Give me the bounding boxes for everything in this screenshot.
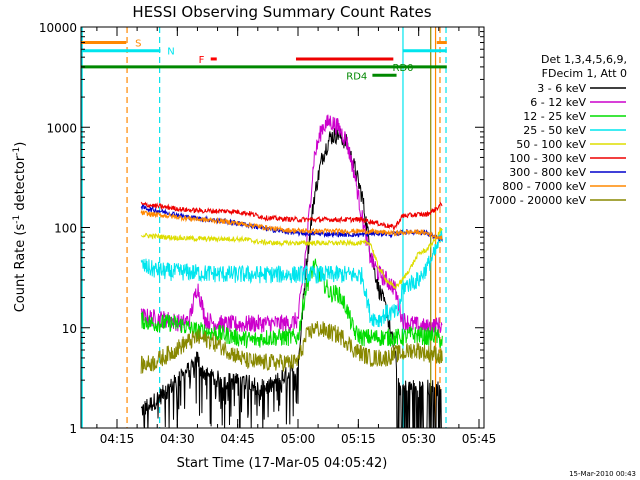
x-tick-label-4: 05:15 — [341, 432, 376, 446]
legend-entry-label-0: 3 - 6 keV — [537, 82, 586, 95]
series-line-8 — [140, 321, 443, 374]
x-axis-label: Start Time (17-Mar-05 04:05:42) — [177, 456, 388, 471]
legend-entry-label-3: 25 - 50 keV — [523, 124, 586, 137]
x-tick-label-5: 05:30 — [401, 432, 436, 446]
series-line-3 — [140, 228, 443, 328]
series-line-2 — [140, 258, 443, 349]
flags-layer: S N F RD0 RD4 — [81, 39, 447, 82]
series-line-5 — [140, 201, 443, 230]
legend-entry-label-5: 100 - 300 keV — [509, 152, 586, 165]
legend-entry-label-2: 12 - 25 keV — [523, 110, 586, 123]
flag-label-2: F — [199, 55, 205, 66]
legend-entry-label-7: 800 - 7000 keV — [502, 180, 586, 193]
series-line-7 — [140, 210, 443, 241]
axes-layer: 04:15 04:30 04:45 05:00 05:15 05:30 05:45 1 10 10… — [39, 21, 496, 446]
y-axis-label-exp2: -1 — [12, 147, 22, 156]
y-axis-label: Count Rate (s-1 detector-1) — [12, 142, 28, 313]
legend-entry-label-6: 300 - 800 keV — [509, 166, 586, 179]
series-layer — [140, 114, 443, 428]
y-axis-label-main: Count Rate (s — [13, 224, 28, 313]
y-axis-label-exp1: -1 — [12, 215, 22, 224]
chart-title: HESSI Observing Summary Count Rates — [132, 3, 431, 21]
legend-entry-label-8: 7000 - 20000 keV — [488, 194, 586, 207]
legend-entry-label-1: 6 - 12 keV — [530, 96, 586, 109]
legend-header-1: Det 1,3,4,5,6,9, — [541, 53, 627, 66]
series-line-4 — [140, 228, 443, 290]
legend-header-2: FDecim 1, Att 0 — [542, 67, 627, 80]
y-axis-label-mid: detector — [13, 155, 28, 215]
x-tick-label-0: 04:15 — [100, 432, 135, 446]
y-tick-label-0: 1 — [69, 422, 77, 436]
y-tick-label-3: 1000 — [46, 121, 77, 135]
x-tick-label-2: 04:45 — [220, 432, 255, 446]
x-tick-label-3: 05:00 — [281, 432, 316, 446]
series-line-1 — [140, 114, 443, 336]
flag-label-1: N — [167, 47, 174, 58]
x-tick-label-6: 05:45 — [462, 432, 497, 446]
flag-label-4: RD0 — [393, 63, 414, 74]
y-axis-label-end: ) — [13, 142, 28, 147]
y-tick-label-1: 10 — [62, 322, 77, 336]
y-tick-label-2: 100 — [54, 222, 77, 236]
legend-entry-label-4: 50 - 100 keV — [516, 138, 586, 151]
y-tick-label-4: 10000 — [39, 21, 77, 35]
x-tick-label-1: 04:30 — [160, 432, 195, 446]
footer-date: 15-Mar-2010 00:43 — [569, 470, 636, 478]
legend: Det 1,3,4,5,6,9, FDecim 1, Att 0 3 - 6 k… — [488, 53, 627, 207]
flag-label-0: S — [135, 39, 141, 50]
flag-label-5: RD4 — [346, 71, 367, 82]
